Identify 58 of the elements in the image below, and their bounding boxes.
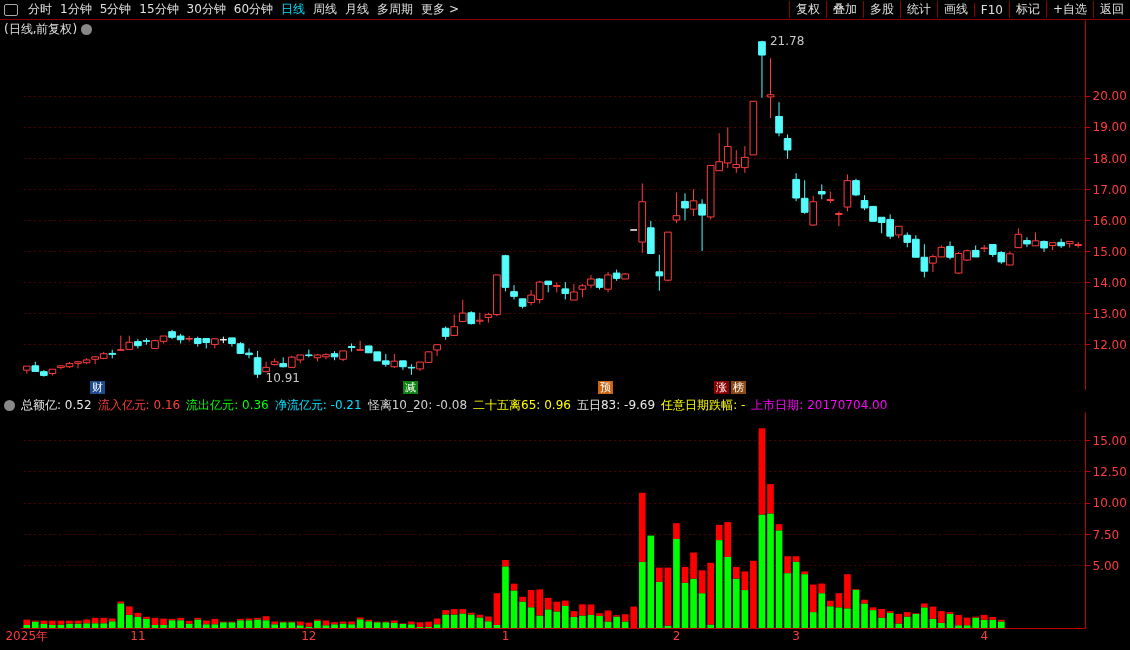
annotation: 10.91	[265, 370, 300, 385]
y-tick-label: 19.00	[1092, 120, 1127, 135]
y-tick-label: 15.00	[1092, 433, 1127, 448]
x-tick-label: 4	[980, 628, 989, 643]
text: 60分钟	[232, 1, 275, 18]
text: 月线	[344, 1, 371, 18]
y-tick-label: 14.00	[1092, 275, 1127, 290]
y-tick-label: 17.00	[1092, 182, 1127, 197]
y-tick-label: 18.00	[1092, 151, 1127, 166]
x-tick-label: 2025年	[5, 628, 49, 643]
text: 叠加	[825, 1, 863, 18]
text: 二十五离65: 0.96	[473, 397, 571, 414]
text: 多股	[862, 1, 900, 18]
text: 周线	[312, 1, 339, 18]
annotation: 预	[598, 381, 613, 394]
text: 分时	[27, 1, 53, 18]
annotation: 榜	[731, 381, 746, 394]
y-tick-label: 7.50	[1092, 527, 1120, 542]
annotation: 21.78	[769, 33, 805, 48]
text: 总额亿: 0.52	[21, 397, 92, 414]
text: 1分钟	[59, 1, 93, 18]
y-tick-label: 12.00	[1092, 337, 1127, 352]
y-tick-label: 5.00	[1092, 558, 1120, 573]
chart-title: (日线,前复权)	[4, 21, 78, 38]
text: 复权	[788, 1, 826, 18]
annotation: 涨	[714, 381, 729, 394]
annotation: 财	[90, 381, 105, 394]
annotation: 减	[403, 381, 418, 394]
x-tick-label: 12	[301, 628, 317, 643]
text: 任意日期跌幅: -	[661, 397, 746, 414]
y-tick-label: 16.00	[1092, 213, 1127, 228]
text: 净流亿元: -0.21	[274, 397, 362, 414]
text: 5分钟	[98, 1, 133, 18]
text: F10	[973, 2, 1009, 17]
y-tick-label: 12.50	[1092, 464, 1127, 479]
text: 流出亿元: 0.36	[186, 397, 269, 414]
text: 日线	[280, 1, 307, 18]
text: 怪离10_20: -0.08	[367, 397, 468, 414]
text: 30分钟	[185, 1, 227, 18]
text: 上市日期: 20170704.00	[751, 397, 888, 414]
text: 返回	[1093, 1, 1130, 18]
text: 画线	[936, 1, 974, 18]
text: 15分钟	[138, 1, 180, 18]
y-tick-label: 10.00	[1092, 496, 1127, 511]
x-tick-label: 2	[672, 628, 681, 643]
text: 五日83: -9.69	[576, 397, 656, 414]
x-tick-label: 11	[130, 628, 146, 643]
text: 多周期	[376, 1, 415, 18]
x-tick-label: 3	[792, 628, 800, 643]
y-tick-label: 15.00	[1092, 244, 1127, 259]
text: 统计	[899, 1, 937, 18]
text: 流入亿元: 0.16	[97, 397, 181, 414]
text: 更多 >	[420, 1, 460, 18]
x-tick-label: 1	[501, 628, 510, 643]
y-tick-label: 13.00	[1092, 306, 1127, 321]
y-tick-label: 20.00	[1092, 89, 1127, 104]
text: 标记	[1008, 1, 1046, 18]
text: +自选	[1045, 1, 1093, 18]
